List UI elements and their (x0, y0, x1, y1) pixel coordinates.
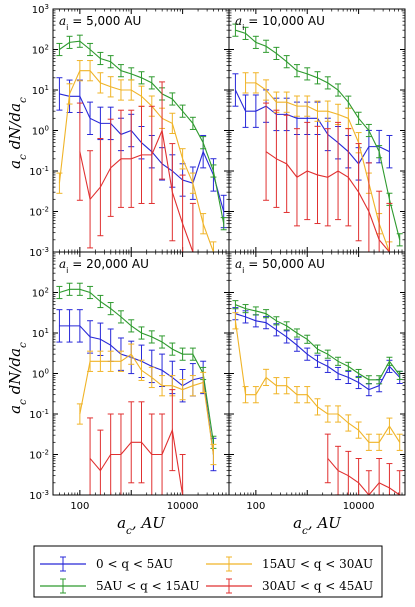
legend-label: 30AU < q < 45AU (262, 579, 373, 593)
series-4 (76, 81, 196, 252)
x-tick-label: 100 (70, 501, 89, 512)
panel-label: ai = 5,000 AU (59, 14, 141, 32)
x-tick-label: 10000 (343, 501, 375, 512)
panel-label-text: ai = 20,000 AU (59, 257, 149, 275)
x-tick-label: 10000 (167, 501, 199, 512)
y-tick-label: 102 (32, 287, 49, 300)
series-line (327, 458, 401, 495)
legend-items: 0 < q < 5AU 15AU < q < 30AU 5AU < q < 15AU… (40, 556, 373, 594)
legend: 0 < q < 5AU 15AU < q < 30AU 5AU < q < 15AU… (33, 545, 383, 598)
ylabel-top: ac dN/dac (6, 97, 29, 169)
series-group (232, 23, 403, 252)
series-3 (76, 343, 217, 466)
x-tick-label: 100 (246, 501, 265, 512)
y-tick-label: 100 (32, 368, 49, 381)
xlabel-right: ac, AU (293, 514, 342, 537)
series-line (89, 428, 184, 495)
y-tick-label: 10-1 (29, 408, 49, 421)
ylabel-bottom: ac dN/dac (6, 342, 29, 414)
y-tick-label: 100 (32, 125, 49, 138)
y-tick-label: 102 (32, 44, 49, 57)
series-line (79, 353, 214, 455)
xlabel-left: ac, AU (117, 514, 166, 537)
legend-box (33, 545, 383, 598)
series-1 (232, 307, 403, 397)
panel-label: ai = 10,000 AU (235, 14, 325, 32)
ticks: 10-3 10-2 10-1 100 101 102 100 10000 (29, 251, 230, 512)
panel-frame (228, 251, 406, 496)
panel-3: 10-3 10-2 10-1 100 101 102 100 10000 ai = 20,000… (29, 251, 230, 512)
series-line (234, 320, 401, 443)
panels: 10-3 10-2 10-1 100 101 102 103 ai = 5,000 AU ai … (29, 3, 406, 512)
panel-1: 10-3 10-2 10-1 100 101 102 103 ai = 5,000 AU (29, 3, 230, 259)
legend-label: 0 < q < 5AU (96, 557, 173, 571)
panel-label: ai = 50,000 AU (235, 257, 325, 275)
series-2 (56, 34, 227, 231)
series-line (59, 325, 214, 455)
legend-entry: 5AU < q < 15AU (40, 578, 200, 594)
series-line (79, 128, 194, 252)
series-line (58, 70, 214, 252)
series-2 (232, 300, 403, 385)
panel-label-text: ai = 10,000 AU (235, 14, 325, 32)
series-3 (232, 312, 403, 451)
panel-label-text: ai = 5,000 AU (59, 14, 141, 32)
panel-2: ai = 10,000 AU (228, 8, 406, 253)
y-tick-label: 10-2 (29, 206, 49, 219)
y-tick-label: 10-2 (29, 449, 49, 462)
series-group (56, 282, 217, 495)
legend-entry: 15AU < q < 30AU (206, 556, 373, 572)
panel-4: 100 10000 ai = 50,000 AU (228, 251, 406, 512)
series-line (59, 288, 214, 443)
series-4 (263, 102, 393, 252)
y-tick-label: 101 (32, 84, 49, 97)
series-4 (324, 433, 403, 495)
panel-label: ai = 20,000 AU (59, 257, 149, 275)
legend-entry: 0 < q < 5AU (40, 556, 173, 572)
ticks: 100 10000 (228, 251, 406, 512)
legend-label: 5AU < q < 15AU (96, 579, 200, 593)
y-tick-label: 10-1 (29, 165, 49, 178)
y-tick-label: 10-3 (29, 489, 49, 502)
series-2 (56, 282, 217, 449)
y-tick-label: 103 (32, 3, 49, 16)
series-4 (87, 389, 186, 495)
ticks (228, 8, 406, 253)
series-group (56, 34, 227, 252)
legend-label: 15AU < q < 30AU (262, 557, 373, 571)
series-line (234, 89, 390, 165)
series-line (235, 304, 401, 381)
y-tick-label: 101 (32, 327, 49, 340)
series-group (232, 300, 403, 495)
legend-entry: 30AU < q < 45AU (206, 578, 373, 594)
panel-label-text: ai = 50,000 AU (235, 257, 325, 275)
y-tick-label: 10-3 (29, 246, 49, 259)
